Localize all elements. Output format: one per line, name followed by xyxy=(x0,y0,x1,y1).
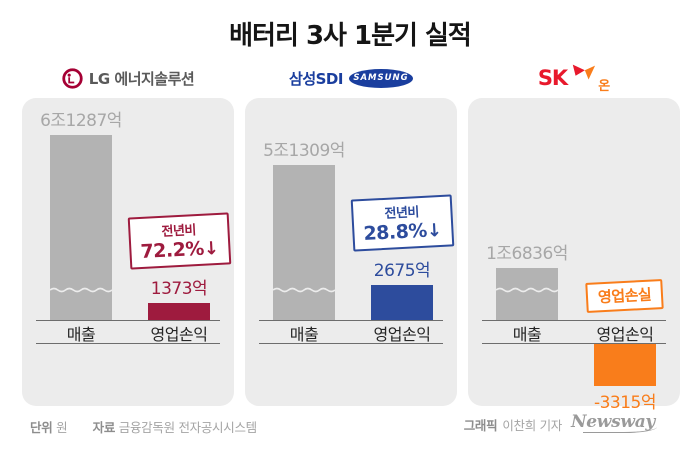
credit-label: 그래픽 xyxy=(463,417,498,433)
sk-company-name: SK xyxy=(537,66,568,90)
panel-sk-on: SK 온 1조6836억 영업손실 매출 영업손익 xyxy=(468,58,680,413)
lg-bottom-line xyxy=(36,343,220,344)
lg-header: LG 에너지솔루션 xyxy=(22,58,234,98)
page-title: 배터리 3사 1분기 실적 xyxy=(229,21,472,51)
credit-value: 이찬희 기자 xyxy=(502,417,562,433)
panels-row: LG 에너지솔루션 6조1287억 전년비 72.2%↓ 1373억 xyxy=(0,58,700,413)
sdi-profit-column: 전년비 28.8%↓ 2675억 xyxy=(350,98,454,320)
lg-category-revenue: 매출 xyxy=(66,325,96,344)
axis-break-wave xyxy=(496,287,558,293)
samsung-wordmark: SAMSUNG xyxy=(353,73,409,83)
lg-chart-card: 6조1287억 전년비 72.2%↓ 1373억 매출 영업손익 xyxy=(22,98,234,406)
lg-profit-column: 전년비 72.2%↓ 1373억 xyxy=(127,98,231,320)
axis-break-wave xyxy=(273,287,335,293)
sk-revenue-bar xyxy=(496,268,558,320)
sk-loss-value: -3315억 xyxy=(593,393,657,413)
sdi-header: 삼성SDI SAMSUNG xyxy=(245,58,457,98)
lg-revenue-bar xyxy=(50,135,112,320)
panel-samsung-sdi: 삼성SDI SAMSUNG 5조1309억 전년비 28.8%↓ 2675억 xyxy=(245,58,457,406)
lg-category-profit: 영업손익 xyxy=(150,325,208,344)
lg-logo-icon xyxy=(62,67,83,89)
sk-loss-column: -3315억 xyxy=(574,344,676,413)
sk-baseline xyxy=(482,320,666,321)
sk-loss-bar xyxy=(594,344,656,386)
sdi-revenue-bar xyxy=(273,165,335,320)
sdi-chart-card: 5조1309억 전년비 28.8%↓ 2675억 매출 영업손익 xyxy=(245,98,457,406)
sdi-category-profit: 영업손익 xyxy=(373,325,431,344)
sdi-profit-value: 2675억 xyxy=(373,261,431,281)
lg-revenue-value: 6조1287억 xyxy=(40,111,122,131)
samsung-logo: SAMSUNG xyxy=(348,68,413,88)
sdi-revenue-column: 5조1309억 xyxy=(253,98,355,320)
down-arrow-icon: ↓ xyxy=(426,219,443,242)
sdi-yoy-badge: 전년비 28.8%↓ xyxy=(350,194,454,252)
down-arrow-icon: ↓ xyxy=(203,237,220,260)
sk-revenue-value: 1조6836억 xyxy=(486,244,568,264)
lg-profit-value: 1373억 xyxy=(150,279,208,299)
lg-revenue-column: 6조1287억 xyxy=(30,98,132,320)
unit-value: 원 xyxy=(56,420,68,435)
sdi-baseline xyxy=(259,320,443,321)
sk-profit-column: 영업손실 xyxy=(574,98,676,320)
sk-header: SK 온 xyxy=(468,58,680,98)
sdi-profit-bar xyxy=(371,285,433,320)
sdi-company-name: 삼성SDI xyxy=(289,69,343,88)
sk-on-suffix: 온 xyxy=(598,78,611,94)
sdi-bottom-line xyxy=(259,343,443,344)
lg-yoy-badge: 전년비 72.2%↓ xyxy=(127,212,231,270)
source-value: 금융감독원 전자공시시스템 xyxy=(118,420,257,435)
lg-profit-bar xyxy=(148,303,210,320)
unit-label: 단위 xyxy=(30,420,53,435)
lg-company-name: LG 에너지솔루션 xyxy=(88,69,195,88)
sdi-category-revenue: 매출 xyxy=(289,325,319,344)
sk-revenue-column: 1조6836억 xyxy=(476,98,578,320)
axis-break-wave xyxy=(50,287,112,293)
yoy-value: 72.2% xyxy=(139,237,205,264)
sk-chart-card: 1조6836억 영업손실 매출 영업손익 -3315억 xyxy=(468,98,680,413)
sk-bottom-line xyxy=(482,343,666,344)
sk-wings-icon xyxy=(573,64,596,80)
source-label: 자료 xyxy=(92,420,116,435)
sdi-revenue-value: 5조1309억 xyxy=(263,141,345,161)
footer: 단위 원 자료 금융감독원 전자공시시스템 그래픽 이찬희 기자 Newsway xyxy=(0,412,700,438)
panel-lg-energy-solution: LG 에너지솔루션 6조1287억 전년비 72.2%↓ 1373억 xyxy=(22,58,234,406)
footer-credit: 그래픽 이찬희 기자 Newsway xyxy=(463,412,657,434)
sk-category-profit: 영업손익 xyxy=(596,325,654,344)
sk-loss-badge: 영업손실 xyxy=(585,279,665,313)
lg-baseline xyxy=(36,320,220,321)
newsway-logo: Newsway xyxy=(571,412,657,433)
yoy-value: 28.8% xyxy=(362,219,428,246)
sk-category-revenue: 매출 xyxy=(512,325,542,344)
footer-source-note: 단위 원 자료 금융감독원 전자공시시스템 xyxy=(30,417,257,436)
